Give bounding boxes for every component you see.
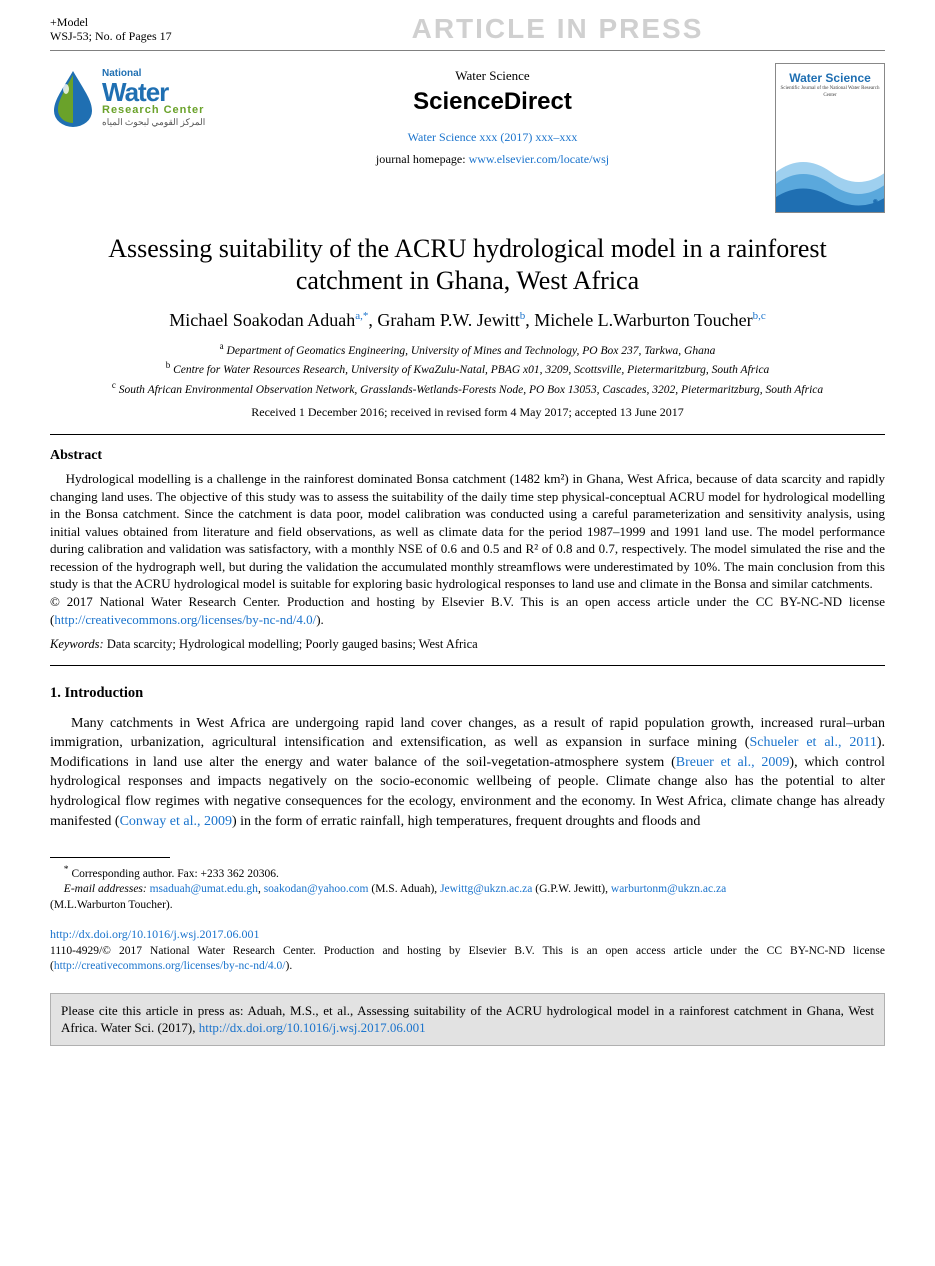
journal-header: National Water Research Center المركز ال… — [50, 63, 885, 213]
abstract-heading: Abstract — [50, 447, 885, 466]
water-drop-icon — [50, 69, 96, 127]
affil-a: Department of Geomatics Engineering, Uni… — [227, 345, 716, 357]
email-2[interactable]: soakodan@yahoo.com — [264, 883, 369, 895]
author-2-aff[interactable]: b — [520, 310, 526, 322]
citation-line[interactable]: Water Science xxx (2017) xxx–xxx — [220, 129, 765, 145]
cite-this-article-box: Please cite this article in press as: Ad… — [50, 993, 885, 1046]
nwrc-research-center: Research Center — [102, 105, 205, 116]
corresponding-author-note: * Corresponding author. Fax: +233 362 20… — [50, 864, 885, 882]
nwrc-water: Water — [102, 79, 205, 105]
affil-c: South African Environmental Observation … — [119, 384, 823, 396]
footnotes: * Corresponding author. Fax: +233 362 20… — [50, 864, 885, 913]
email-addresses: E-mail addresses: msaduah@umat.edu.gh, s… — [50, 882, 885, 898]
model-label: +Model — [50, 15, 230, 29]
abstract-body: Hydrological modelling is a challenge in… — [50, 470, 885, 593]
author-3-aff[interactable]: b,c — [753, 310, 766, 322]
email-3[interactable]: Jewittg@ukzn.ac.za — [440, 883, 532, 895]
page: +Model WSJ-53; No. of Pages 17 ARTICLE I… — [0, 0, 935, 1076]
author-2: Graham P.W. Jewitt — [377, 310, 519, 330]
cover-subtitle: Scientific Journal of the National Water… — [776, 86, 884, 100]
article-in-press-banner: ARTICLE IN PRESS — [230, 10, 885, 48]
author-1-aff[interactable]: a, — [355, 310, 363, 322]
p1-d: ) in the form of erratic rainfall, high … — [232, 814, 700, 829]
journal-cover-thumbnail[interactable]: Water Science Scientific Journal of the … — [775, 63, 885, 213]
homepage-prefix: journal homepage: — [376, 152, 469, 166]
ref-schueler-2011[interactable]: Schueler et al., 2011 — [749, 735, 876, 750]
ref-conway-2009[interactable]: Conway et al., 2009 — [120, 814, 232, 829]
email-12-name: (M.S. Aduah), — [369, 883, 441, 895]
author-1: Michael Soakodan Aduah — [169, 310, 355, 330]
affiliations: a Department of Geomatics Engineering, U… — [50, 340, 885, 398]
section-1-heading: 1. Introduction — [50, 684, 885, 704]
keywords-text: Data scarcity; Hydrological modelling; P… — [104, 637, 478, 651]
article-title: Assessing suitability of the ACRU hydrol… — [60, 233, 875, 298]
email-3-name: (G.P.W. Jewitt), — [532, 883, 610, 895]
abstract-license: © 2017 National Water Research Center. P… — [50, 593, 885, 628]
footnote-rule — [50, 857, 170, 858]
header-center: Water Science ScienceDirect Water Scienc… — [220, 63, 765, 167]
sciencedirect-logo: ScienceDirect — [220, 86, 765, 118]
citebox-text: Please cite this article in press as: Ad… — [61, 1003, 874, 1036]
email-label: E-mail addresses: — [64, 883, 147, 895]
authors-line: Michael Soakodan Aduaha,*, Graham P.W. J… — [50, 308, 885, 332]
email-4[interactable]: warburtonm@ukzn.ac.za — [611, 883, 726, 895]
rule-below-abstract — [50, 665, 885, 666]
license-post: ). — [316, 612, 324, 627]
keywords-label: Keywords: — [50, 637, 104, 651]
cover-wave-icon — [776, 142, 885, 212]
doi-link[interactable]: http://dx.doi.org/10.1016/j.wsj.2017.06.… — [50, 926, 885, 942]
rule-above-abstract — [50, 434, 885, 435]
license-link[interactable]: http://creativecommons.org/licenses/by-n… — [54, 612, 316, 627]
wsj-line: WSJ-53; No. of Pages 17 — [50, 29, 230, 43]
ref-breuer-2009[interactable]: Breuer et al., 2009 — [676, 755, 790, 770]
issn-license-line: 1110-4929/© 2017 National Water Research… — [50, 944, 885, 975]
issn-post: ). — [286, 960, 293, 972]
cover-mini-logo-icon: ◉ — [873, 198, 878, 206]
nwrc-arabic: المركز القومي لبحوث المياه — [102, 118, 205, 127]
affil-b: Centre for Water Resources Research, Uni… — [173, 364, 769, 376]
issn-license-link[interactable]: http://creativecommons.org/licenses/by-n… — [54, 960, 286, 972]
homepage-link[interactable]: www.elsevier.com/locate/wsj — [469, 152, 610, 166]
email-4-name: (M.L.Warburton Toucher). — [50, 898, 885, 914]
journal-name-small: Water Science — [220, 67, 765, 85]
keywords-line: Keywords: Data scarcity; Hydrological mo… — [50, 636, 885, 653]
citebox-doi-link[interactable]: http://dx.doi.org/10.1016/j.wsj.2017.06.… — [199, 1020, 426, 1035]
top-strip: +Model WSJ-53; No. of Pages 17 ARTICLE I… — [50, 10, 885, 51]
email-1[interactable]: msaduah@umat.edu.gh — [150, 883, 258, 895]
intro-paragraph-1: Many catchments in West Africa are under… — [50, 714, 885, 832]
corr-text: Corresponding author. Fax: +233 362 2030… — [71, 868, 278, 880]
nwrc-logo-block: National Water Research Center المركز ال… — [50, 63, 210, 127]
homepage-line: journal homepage: www.elsevier.com/locat… — [220, 151, 765, 167]
corresponding-star-icon[interactable]: * — [363, 310, 369, 322]
article-dates: Received 1 December 2016; received in re… — [50, 404, 885, 420]
model-info: +Model WSJ-53; No. of Pages 17 — [50, 15, 230, 44]
author-3: Michele L.Warburton Toucher — [534, 310, 752, 330]
cover-title: Water Science — [776, 70, 884, 86]
